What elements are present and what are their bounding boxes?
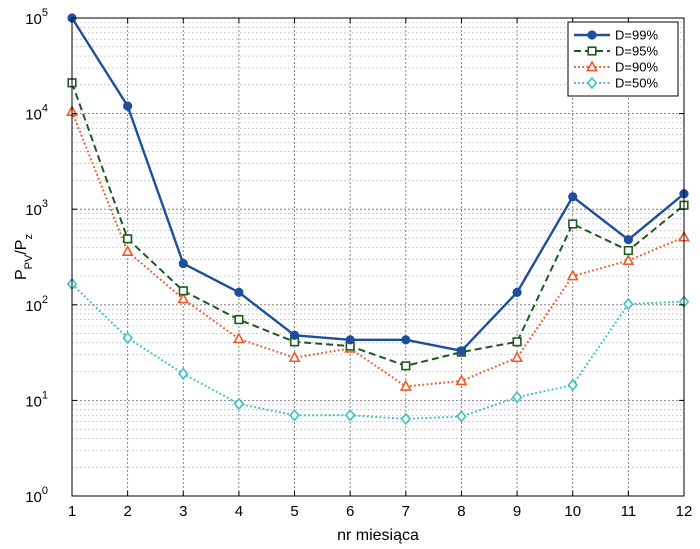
legend: D=99%D=95%D=90%D=50% bbox=[567, 21, 679, 97]
y-tick-base: 10 bbox=[25, 298, 42, 315]
x-axis: 1 2 3 4 5 6 7 8 9 10 11 12 bbox=[68, 18, 693, 520]
data-point bbox=[623, 297, 634, 311]
y-tick-exponent: 4 bbox=[42, 103, 48, 115]
data-point bbox=[345, 335, 355, 345]
x-tick-label: 9 bbox=[513, 503, 521, 520]
x-tick-label: 1 bbox=[68, 503, 76, 520]
data-point bbox=[232, 332, 245, 344]
y-tick-label: 104 bbox=[25, 103, 48, 124]
data-point bbox=[123, 101, 133, 111]
data-point bbox=[622, 253, 635, 265]
y-axis-title-mid: /P bbox=[13, 240, 30, 255]
legend-label: D=95% bbox=[615, 44, 658, 59]
data-point bbox=[456, 346, 467, 356]
data-point bbox=[511, 390, 523, 404]
legend-entry: D=90% bbox=[574, 60, 658, 75]
legend-marker bbox=[586, 60, 598, 72]
plot-background bbox=[72, 18, 684, 496]
y-tick-base: 10 bbox=[25, 11, 42, 28]
y-tick-label: 103 bbox=[25, 198, 48, 219]
series-4 bbox=[66, 277, 690, 426]
data-point bbox=[567, 378, 578, 392]
legend-marker bbox=[587, 30, 597, 40]
data-point bbox=[233, 397, 245, 411]
data-point bbox=[512, 337, 522, 347]
data-point bbox=[401, 361, 411, 371]
y-tick-exponent: 5 bbox=[42, 7, 48, 19]
data-point bbox=[234, 315, 244, 325]
data-point bbox=[123, 234, 133, 244]
series-line bbox=[71, 111, 685, 388]
data-point bbox=[122, 331, 133, 345]
data-point bbox=[177, 292, 190, 304]
data-point bbox=[401, 335, 411, 345]
data-point bbox=[623, 235, 633, 245]
legend-label: D=99% bbox=[615, 28, 658, 43]
y-tick-base: 10 bbox=[25, 107, 42, 124]
y-axis-title-sub1: PV bbox=[23, 254, 35, 269]
y-tick-base: 10 bbox=[25, 202, 42, 219]
x-tick-label: 12 bbox=[676, 503, 693, 520]
data-point bbox=[178, 367, 189, 380]
y-tick-exponent: 0 bbox=[42, 485, 48, 497]
x-axis-title: nr miesiąca bbox=[337, 527, 419, 544]
data-point bbox=[568, 219, 578, 229]
legend-entry: D=99% bbox=[574, 28, 658, 43]
x-tick-label: 8 bbox=[457, 503, 465, 520]
x-tick-label: 3 bbox=[179, 503, 187, 520]
y-tick-label: 100 bbox=[25, 485, 48, 506]
data-point bbox=[399, 379, 412, 391]
data-point bbox=[511, 350, 524, 363]
data-point bbox=[289, 408, 300, 422]
plot-frame bbox=[71, 17, 685, 497]
series-1 bbox=[67, 13, 689, 356]
legend-label: D=90% bbox=[615, 60, 658, 75]
y-tick-label: 101 bbox=[25, 389, 48, 410]
data-point bbox=[623, 245, 633, 256]
y-tick-label: 102 bbox=[25, 294, 48, 315]
x-tick-label: 5 bbox=[290, 503, 298, 520]
x-tick-label: 11 bbox=[621, 503, 637, 520]
data-point bbox=[512, 287, 522, 297]
data-point bbox=[568, 192, 578, 202]
data-point bbox=[400, 412, 412, 426]
x-tick-label: 4 bbox=[235, 503, 243, 520]
series-line bbox=[70, 17, 685, 353]
data-point bbox=[455, 374, 468, 386]
y-tick-exponent: 1 bbox=[42, 389, 48, 401]
legend-label: D=50% bbox=[615, 76, 658, 91]
data-point bbox=[288, 350, 301, 363]
y-tick-exponent: 3 bbox=[42, 198, 48, 210]
legend-marker bbox=[586, 76, 598, 90]
legend-entry: D=50% bbox=[574, 76, 658, 91]
series-layer bbox=[66, 13, 690, 426]
y-axis-title: PPV/Pz bbox=[13, 234, 35, 280]
data-point bbox=[234, 287, 244, 297]
data-point bbox=[456, 410, 467, 423]
data-point bbox=[344, 408, 356, 422]
data-point bbox=[289, 330, 300, 340]
x-tick-label: 6 bbox=[346, 503, 354, 520]
y-tick-exponent: 2 bbox=[42, 294, 48, 306]
y-axis-title-sub2: z bbox=[23, 234, 35, 240]
legend-marker bbox=[587, 46, 597, 56]
x-tick-label: 10 bbox=[564, 503, 581, 520]
y-tick-base: 10 bbox=[25, 489, 42, 506]
y-tick-base: 10 bbox=[25, 393, 42, 410]
series-line bbox=[71, 283, 685, 420]
data-point bbox=[178, 286, 188, 296]
data-point bbox=[566, 269, 579, 281]
legend-entry: D=95% bbox=[574, 44, 658, 59]
x-tick-label: 2 bbox=[123, 503, 131, 520]
data-point bbox=[121, 244, 134, 257]
x-tick-label: 7 bbox=[402, 503, 410, 520]
y-tick-label: 105 bbox=[25, 7, 48, 28]
y-axis-title-main: P bbox=[13, 269, 30, 280]
data-point bbox=[178, 258, 188, 269]
